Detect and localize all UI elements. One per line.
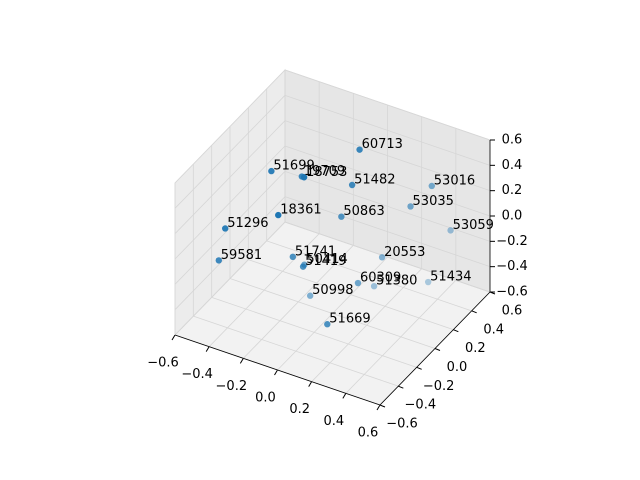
point-label: 51419 [305, 254, 346, 269]
x-tick-label: −0.6 [147, 356, 179, 371]
z-tick-label: −0.4 [496, 259, 528, 274]
y-tick-label: −0.6 [386, 417, 418, 432]
point [370, 282, 378, 290]
point [215, 257, 222, 264]
point [298, 173, 306, 180]
point-label: 51699 [273, 159, 314, 174]
point-label: 51296 [227, 216, 268, 231]
point-label: 60309 [360, 271, 401, 286]
y-tick-label: 0.4 [483, 322, 504, 337]
point [428, 182, 435, 190]
point-label: 53035 [413, 194, 454, 209]
point-label: 50863 [343, 204, 384, 219]
point [289, 253, 297, 261]
tick-mark [453, 329, 459, 333]
z-tick-label: 0.4 [502, 158, 523, 173]
point-label: 18361 [280, 203, 321, 218]
grid-line [248, 259, 454, 331]
point [338, 213, 345, 220]
point-label: 50998 [312, 283, 353, 298]
tick-mark [416, 366, 422, 370]
point [447, 227, 454, 234]
tick-mark [274, 369, 278, 376]
point-label: 20553 [384, 245, 425, 260]
point [348, 181, 356, 189]
x-tick-label: 0.6 [358, 426, 379, 441]
z-tick-label: −0.2 [496, 234, 528, 249]
point-label: 50414 [306, 252, 347, 267]
grid-line [284, 145, 491, 217]
point [424, 278, 432, 286]
x-tick-label: −0.2 [216, 379, 248, 394]
axis-line [174, 334, 381, 406]
x-tick-label: 0.2 [289, 402, 310, 417]
z-tick-label: 0.2 [502, 183, 523, 198]
grid-line [174, 120, 286, 234]
point-label: 19709 [304, 164, 345, 179]
point-label: 59581 [221, 248, 262, 263]
point-label: 51741 [295, 244, 336, 259]
point [222, 225, 229, 232]
grid-line [229, 278, 436, 349]
grid-line [193, 315, 399, 387]
x-tick-label: −0.4 [181, 367, 213, 382]
point [324, 321, 331, 328]
point [299, 263, 307, 270]
point-label: 18753 [306, 165, 347, 180]
tick-mark [308, 381, 313, 387]
grid-line [284, 94, 491, 166]
point [378, 254, 386, 261]
tick-mark [205, 346, 210, 352]
point-label: 53059 [453, 218, 494, 233]
x-tick-label: 0.4 [323, 414, 344, 429]
point-label: 51482 [354, 172, 395, 187]
tick-mark [171, 334, 176, 341]
grid-line [174, 171, 286, 285]
tick-mark [398, 385, 404, 389]
point-label: 51434 [430, 270, 471, 285]
grid-line [284, 120, 491, 192]
point-label: 53016 [434, 173, 475, 188]
y-tick-label: 0.6 [502, 304, 523, 319]
grid-line [284, 69, 491, 141]
z-tick-label: 0.6 [502, 133, 523, 148]
x-tick-label: 0.0 [255, 391, 276, 406]
tick-mark [376, 404, 381, 411]
grid-line [284, 196, 491, 268]
point [354, 279, 362, 287]
tick-mark [239, 358, 244, 364]
point [306, 292, 314, 299]
tick-mark [434, 348, 441, 351]
y-tick-label: −0.4 [405, 398, 437, 413]
grid-line [211, 296, 417, 368]
y-tick-label: 0.0 [447, 360, 468, 375]
point [356, 146, 363, 153]
tick-mark [342, 393, 347, 399]
y-tick-label: 0.2 [465, 341, 486, 356]
axis-line [379, 291, 491, 406]
grid-line [284, 221, 491, 293]
y-tick-label: −0.2 [423, 379, 455, 394]
point-label: 60713 [362, 137, 403, 152]
point [275, 211, 282, 219]
tick-mark [471, 310, 477, 314]
grid-line [266, 240, 472, 312]
z-tick-label: 0.0 [502, 209, 523, 224]
point [268, 167, 275, 175]
z-tick-label: −0.6 [496, 285, 528, 300]
point-label: 51669 [329, 312, 370, 327]
grid-line [284, 170, 491, 242]
grid-line [174, 196, 286, 310]
point [407, 203, 414, 210]
tick-mark [379, 404, 386, 408]
point-label: 51380 [376, 274, 417, 289]
grid-line [174, 221, 286, 336]
grid-line [174, 69, 286, 184]
grid-line [174, 95, 286, 209]
grid-line [174, 145, 286, 260]
